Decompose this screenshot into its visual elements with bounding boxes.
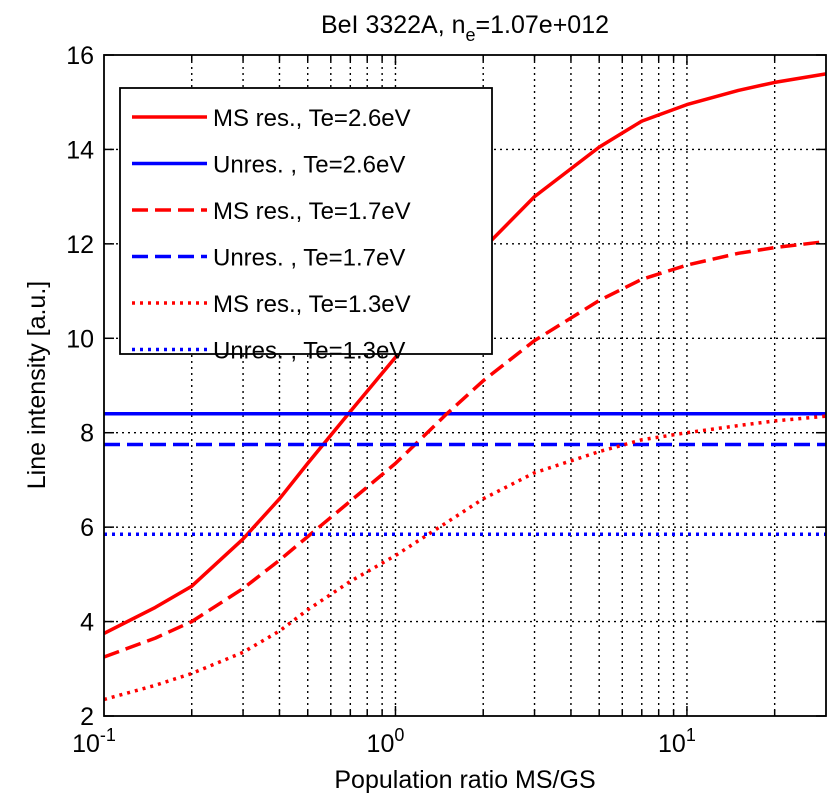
legend-label: Unres. , Te=1.3eV <box>213 338 405 365</box>
legend-label: Unres. , Te=1.7eV <box>213 245 405 272</box>
chart-title: BeI 3322A, ne=1.07e+012 <box>321 11 609 45</box>
series-layer <box>103 72 827 702</box>
y-tick-label: 4 <box>80 609 94 637</box>
legend-label: MS res., Te=2.6eV <box>213 105 411 132</box>
legend-box <box>119 87 493 355</box>
y-tick-label: 12 <box>66 231 94 259</box>
y-axis-label: Line intensity [a.u.] <box>23 281 51 489</box>
y-tick-label: 10 <box>66 325 94 353</box>
legend: MS res., Te=2.6eV Unres. , Te=2.6eV MS res… <box>119 87 493 365</box>
legend-label: Unres. , Te=2.6eV <box>213 152 405 179</box>
x-tick-label: 101 <box>658 725 696 758</box>
y-tick-label: 16 <box>66 42 94 70</box>
tick-marks <box>104 54 826 717</box>
x-tick-label: 100 <box>367 725 405 758</box>
y-tick-label: 2 <box>80 703 94 731</box>
grid-lines <box>104 55 826 716</box>
y-tick-label: 14 <box>66 136 94 164</box>
x-axis-label: Population ratio MS/GS <box>334 766 595 794</box>
tick-labels: 2 4 6 8 10 12 14 16 10-1 100 101 <box>66 42 696 758</box>
x-tick-label: 10-1 <box>72 725 116 758</box>
series-line-5 <box>103 414 827 702</box>
plot-area-border <box>103 54 827 717</box>
legend-label: MS res., Te=1.3eV <box>213 291 411 318</box>
legend-label: MS res., Te=1.7eV <box>213 198 411 225</box>
legend-entries: MS res., Te=2.6eV Unres. , Te=2.6eV MS res… <box>132 105 411 365</box>
series-line-3 <box>103 239 827 659</box>
y-tick-label: 8 <box>80 420 94 448</box>
y-tick-label: 6 <box>80 514 94 542</box>
